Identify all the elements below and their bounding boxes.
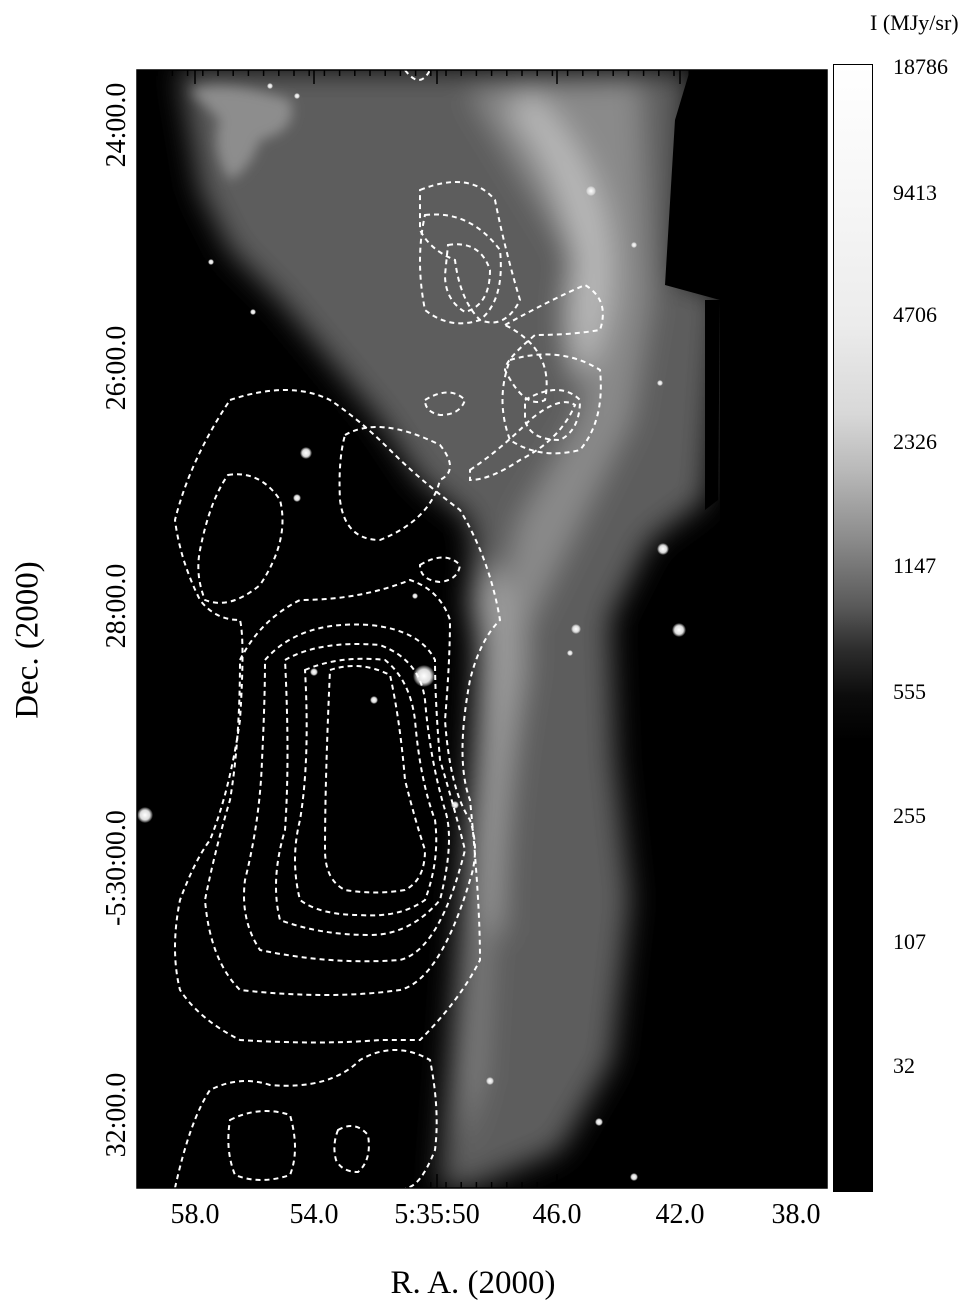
point-sources [137, 83, 686, 1181]
x-tick-label: 5:35:50 [394, 1199, 480, 1230]
x-tick-label: 46.0 [532, 1199, 582, 1230]
nebula-emission [180, 70, 720, 1188]
colorbar-label-1147: 1147 [893, 553, 937, 578]
colorbar-label-555: 555 [893, 679, 926, 704]
contour-lines [173, 70, 604, 1188]
y-tick-label: 26:00.0 [101, 325, 132, 411]
colorbar-label-255: 255 [893, 803, 926, 828]
x-tick-label: 42.0 [655, 1199, 705, 1230]
masked-region [665, 70, 827, 1188]
colorbar-label-9413: 9413 [893, 180, 937, 205]
colorbar-title: I (MJy/sr) [870, 10, 959, 35]
colorbar-label-18786: 18786 [893, 54, 948, 79]
y-tick-label: 32:00.0 [101, 1072, 132, 1158]
x-axis-title: R. A. (2000) [390, 1265, 556, 1301]
infrared-map-image [137, 70, 827, 1188]
colorbar-label-2326: 2326 [893, 429, 937, 454]
y-tick-label: 28:00.0 [101, 563, 132, 649]
x-tick-label: 38.0 [771, 1199, 821, 1230]
x-tick-label: 58.0 [170, 1199, 220, 1230]
y-axis-title: Dec. (2000) [9, 561, 46, 719]
colorbar-label-32: 32 [893, 1053, 915, 1078]
y-tick-label: 24:00.0 [101, 82, 132, 168]
x-tick-label: 54.0 [289, 1199, 339, 1230]
y-tick-label: -5:30:00.0 [101, 810, 132, 926]
colorbar-label-4706: 4706 [893, 302, 937, 327]
colorbar-label-107: 107 [893, 929, 926, 954]
colorbar [833, 64, 873, 1192]
